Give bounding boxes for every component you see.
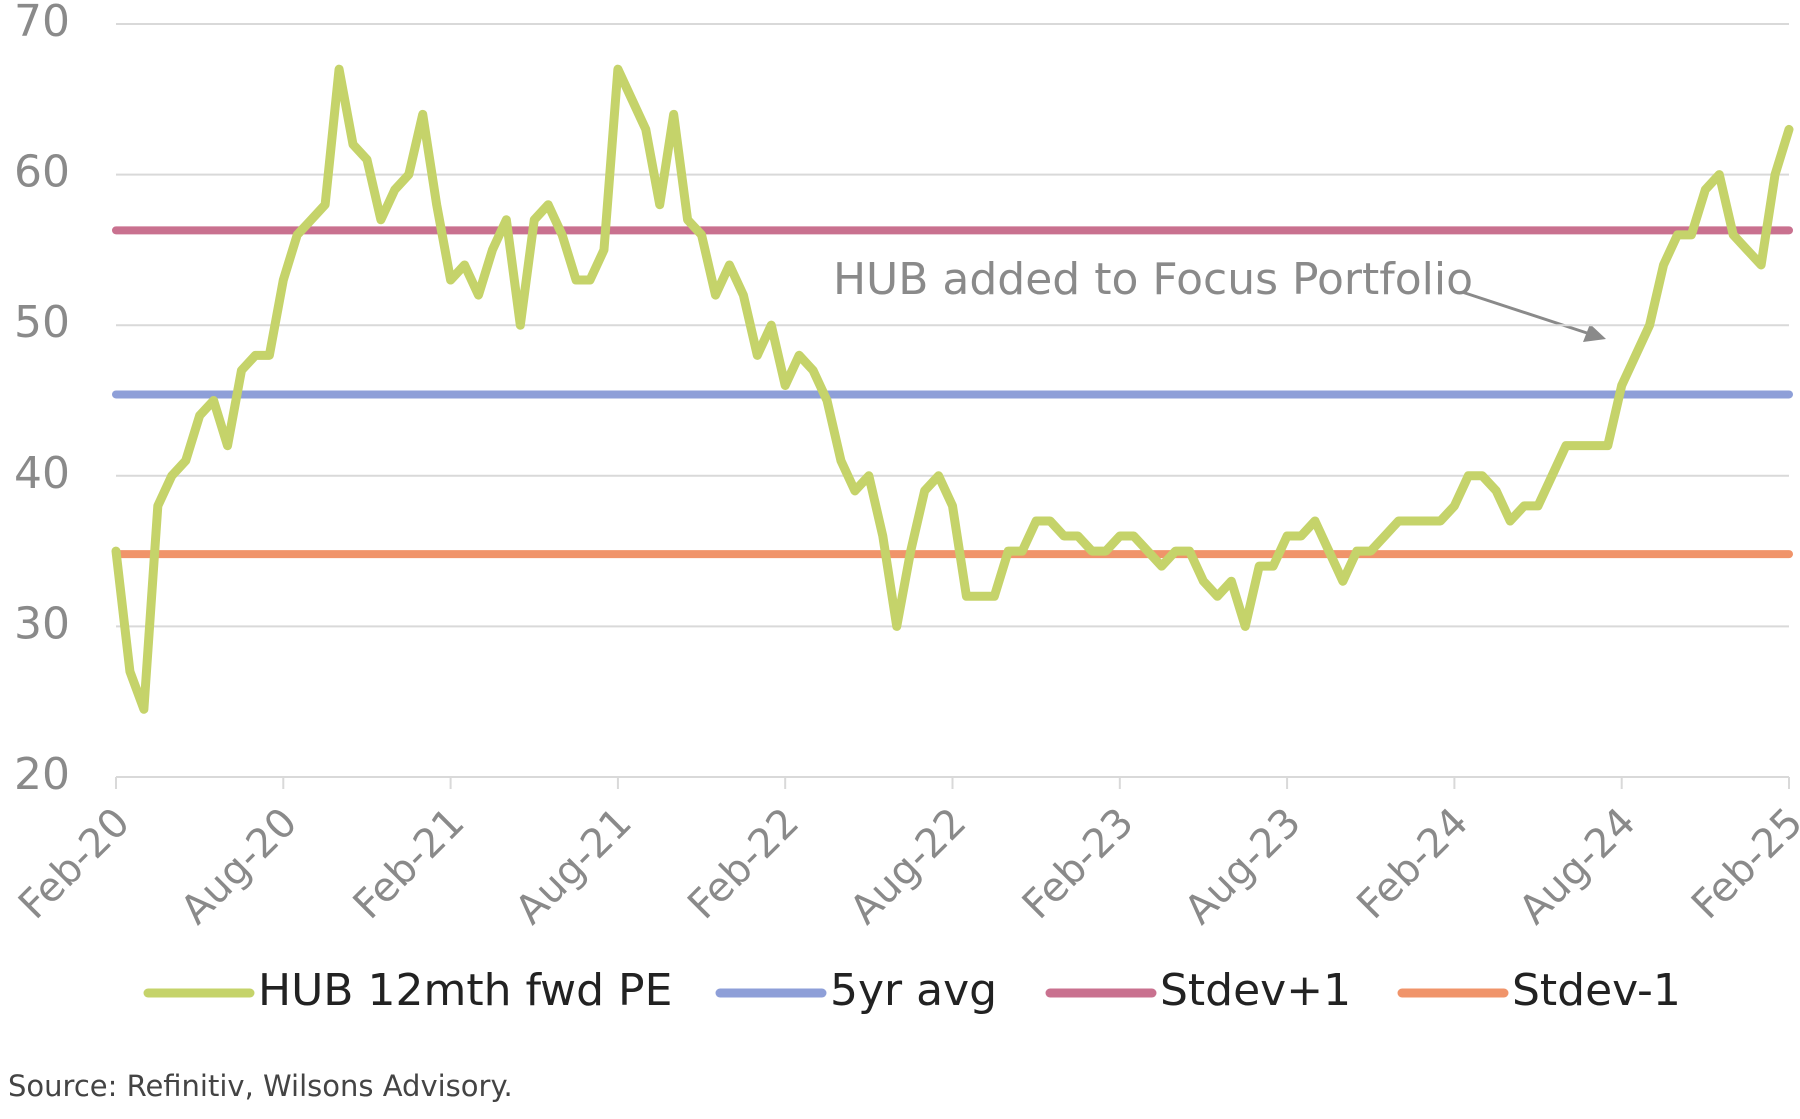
y-tick-label: 50 — [14, 297, 70, 348]
legend-label: 5yr avg — [830, 965, 997, 1016]
x-tick-label: Feb-25 — [1683, 799, 1800, 928]
y-tick-label: 40 — [14, 448, 70, 499]
x-tick-label: Feb-24 — [1348, 799, 1477, 928]
annotation-arrowhead — [1583, 324, 1606, 342]
x-tick-label: Feb-21 — [345, 799, 474, 928]
x-tick-label: Aug-24 — [1511, 799, 1645, 933]
legend-label: Stdev-1 — [1512, 965, 1681, 1016]
x-tick-label: Aug-22 — [841, 799, 975, 933]
source-note: Source: Refinitiv, Wilsons Advisory. — [8, 1069, 513, 1103]
x-tick-label: Aug-23 — [1176, 799, 1310, 933]
x-tick-label: Aug-21 — [507, 799, 641, 933]
legend-label: HUB 12mth fwd PE — [258, 965, 672, 1016]
x-tick-label: Feb-20 — [10, 799, 139, 928]
legend-label: Stdev+1 — [1160, 965, 1351, 1016]
y-tick-label: 20 — [14, 749, 70, 800]
x-tick-label: Feb-23 — [1014, 799, 1143, 928]
annotation: HUB added to Focus Portfolio — [833, 254, 1473, 305]
x-tick-label: Feb-22 — [679, 799, 808, 928]
y-tick-label: 60 — [14, 147, 70, 198]
x-tick-label: Aug-20 — [172, 799, 306, 933]
y-tick-label: 30 — [14, 598, 70, 649]
y-tick-label: 70 — [14, 0, 70, 47]
annotation-arrow — [1461, 290, 1591, 336]
series-line — [111, 64, 1794, 714]
